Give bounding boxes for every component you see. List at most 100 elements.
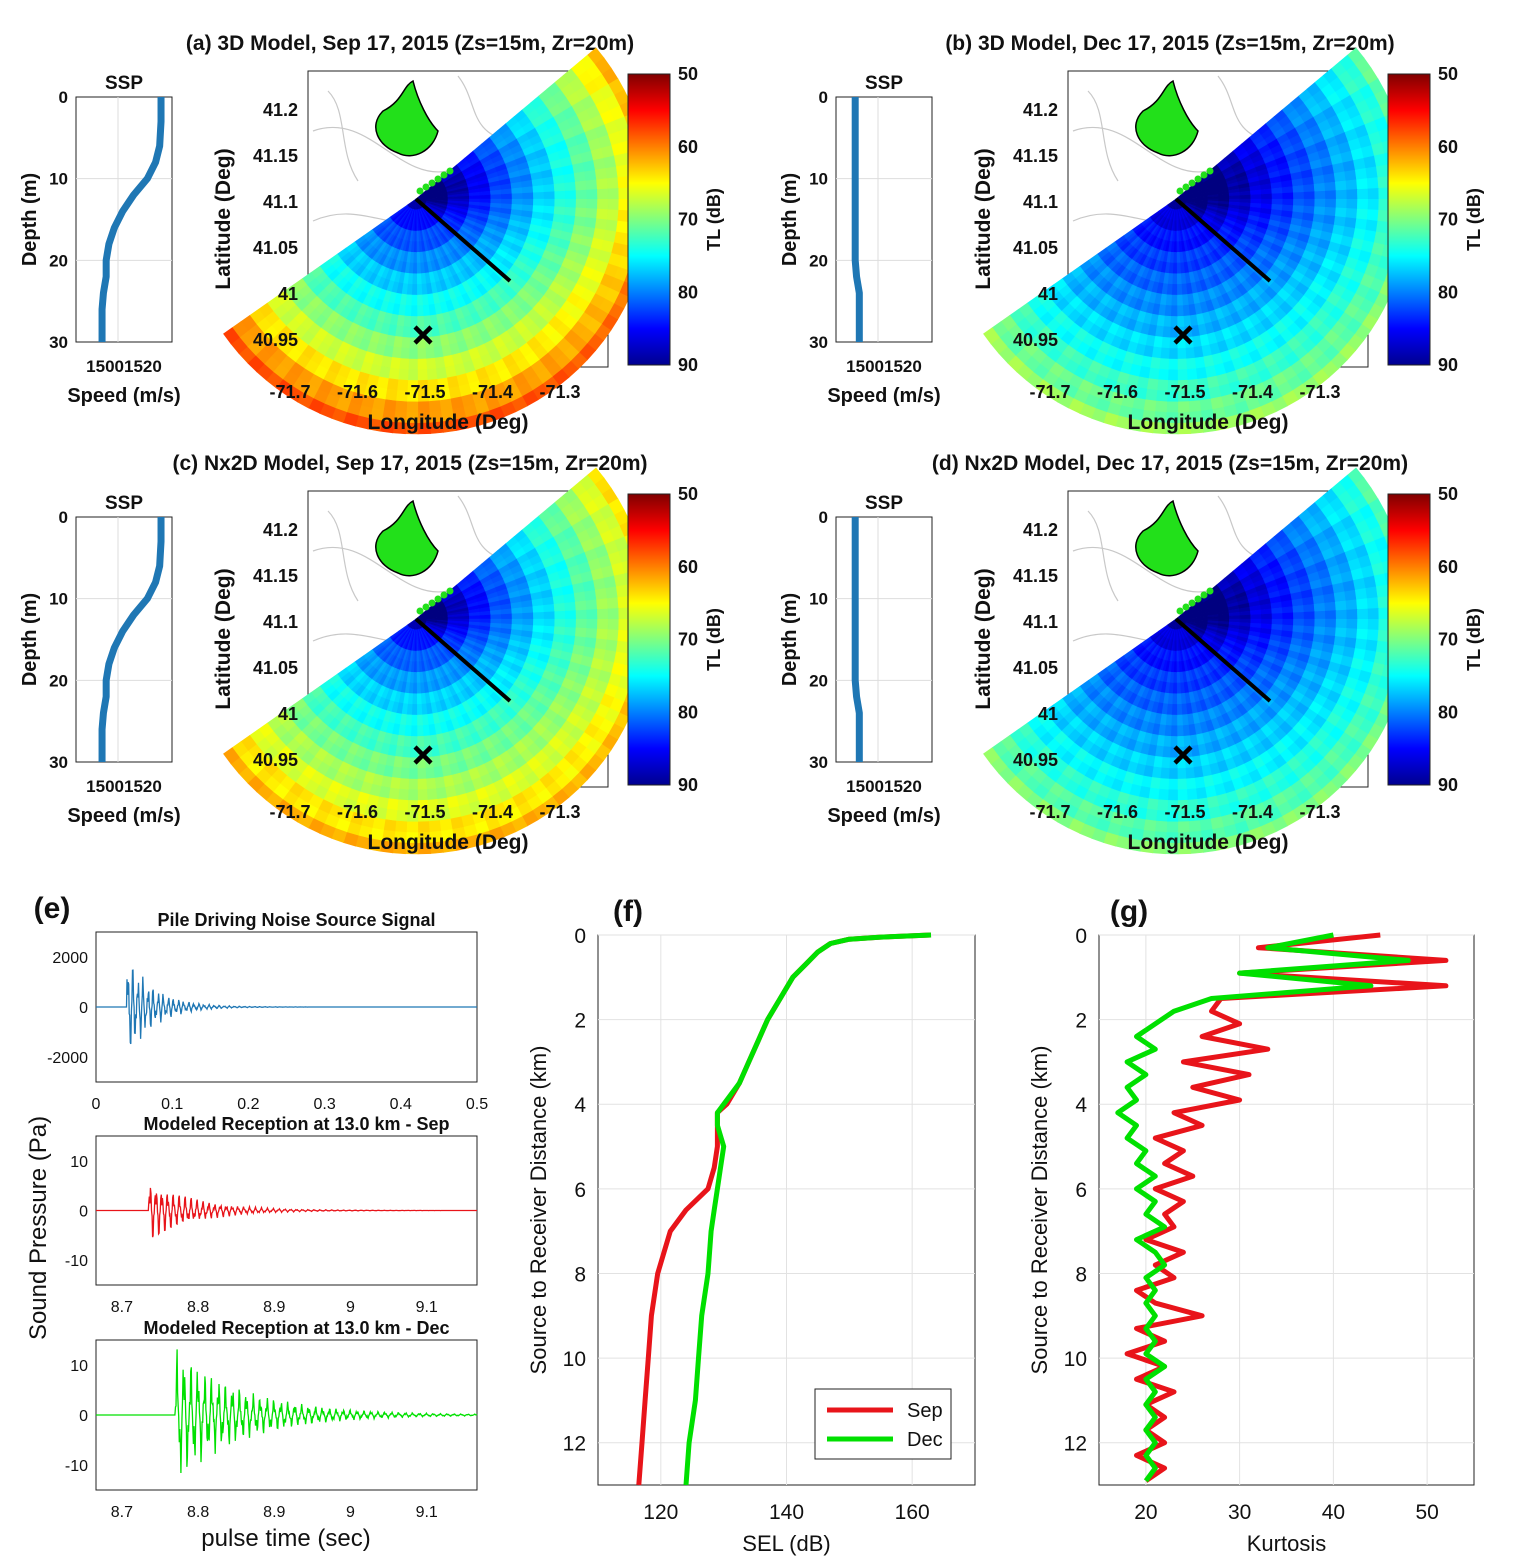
ssp-ytick: 30 — [809, 333, 828, 352]
tl-cell — [511, 187, 523, 195]
tl-cell — [1357, 188, 1369, 200]
tl-cell — [422, 304, 430, 317]
tl-cell — [553, 182, 566, 193]
map-xtick: -71.7 — [269, 382, 310, 402]
tl-cell — [1367, 188, 1380, 200]
map-xtick: -71.3 — [539, 382, 580, 402]
tl-cell — [575, 618, 588, 629]
map-ytick: 41.2 — [263, 520, 298, 540]
tl-cell — [223, 327, 240, 345]
map-xtick: -71.4 — [472, 802, 513, 822]
ssp-title: SSP — [105, 73, 143, 94]
tl-cell — [1313, 206, 1326, 216]
tl-cell — [554, 618, 566, 628]
tl-cell — [554, 610, 566, 620]
tl-cell — [1356, 628, 1369, 641]
ssp-ylabel: Depth (m) — [19, 593, 41, 686]
tl-cell — [1357, 198, 1369, 210]
tl-cell — [615, 640, 629, 654]
coast-point — [1206, 167, 1214, 175]
panel-title: (b) 3D Model, Dec 17, 2015 (Zs=15m, Zr=2… — [945, 32, 1394, 55]
coast-point — [440, 591, 448, 599]
tl-cell — [1345, 628, 1358, 640]
map-ytick: 40.95 — [253, 750, 298, 770]
tl-cell — [1335, 189, 1348, 200]
coast-point — [1176, 187, 1184, 195]
ssp-ytick: 30 — [809, 753, 828, 772]
tl-cell — [1193, 346, 1204, 359]
tl-cell — [1160, 336, 1171, 349]
tl-cell — [416, 294, 423, 307]
tl-cell — [1261, 613, 1273, 620]
tl-cell — [596, 628, 609, 641]
ssp-ytick: 20 — [49, 671, 68, 690]
tl-cell — [1239, 194, 1252, 200]
tl-cell — [411, 704, 418, 716]
tl-cell — [417, 778, 428, 791]
ssp-xlabel: Speed (m/s) — [67, 805, 180, 827]
tl-cell — [1375, 640, 1389, 654]
ssp-ytick: 0 — [59, 508, 68, 527]
tl-cell — [421, 283, 428, 296]
tl-cell — [585, 628, 598, 640]
ssp-profile-line — [851, 97, 863, 342]
tl-cell — [1367, 608, 1380, 620]
tl-cell — [1324, 626, 1337, 637]
tl-cell — [416, 703, 423, 716]
tl-cell — [1375, 220, 1389, 234]
colorbar-tick: 60 — [678, 557, 698, 577]
tl-cell — [417, 767, 427, 780]
tl-cell — [1168, 348, 1178, 360]
tl-cell — [1354, 588, 1368, 601]
ssp-title: SSP — [865, 493, 903, 514]
tl-cell — [433, 766, 444, 779]
ssp-xlabel: Speed (m/s) — [827, 385, 940, 407]
ssp-ytick: 30 — [49, 333, 68, 352]
map-xlabel: Longitude (Deg) — [368, 831, 529, 854]
tl-cell — [1143, 399, 1157, 412]
colorbar-label: TL (dB) — [1464, 188, 1484, 251]
tl-cell — [1314, 198, 1326, 208]
map-xtick: -71.4 — [1232, 382, 1273, 402]
tl-cell — [606, 177, 619, 190]
tl-cell — [1314, 618, 1326, 628]
tl-cell — [607, 198, 620, 211]
tl-cell — [573, 591, 587, 603]
tl-cell — [533, 611, 545, 620]
tl-cell — [1185, 357, 1197, 370]
tl-cell — [565, 610, 577, 620]
tl-cell — [1261, 193, 1273, 200]
tl-cell — [1357, 608, 1369, 620]
map-xtick: -71.6 — [1097, 382, 1138, 402]
tl-cell — [421, 703, 428, 716]
tl-cell — [416, 262, 421, 275]
tl-cell — [1357, 618, 1369, 630]
tl-cell — [584, 169, 597, 182]
colorbar-tick: 70 — [1438, 210, 1458, 230]
tl-cell — [1303, 618, 1316, 627]
tl-cell — [1333, 591, 1347, 603]
colorbar — [627, 73, 671, 366]
tl-cell — [479, 194, 492, 200]
ssp-xlabel: Speed (m/s) — [827, 805, 940, 827]
tl-cell — [416, 251, 421, 264]
tl-cell — [1365, 219, 1379, 233]
ssp-ytick: 10 — [49, 590, 68, 609]
ssp-ytick: 10 — [49, 170, 68, 189]
tl-cell — [397, 788, 409, 801]
tl-cell — [417, 369, 428, 381]
tl-cell — [1356, 598, 1369, 610]
tl-cell — [1303, 611, 1316, 620]
colorbar-tick: 50 — [678, 64, 698, 84]
coast-point — [422, 183, 430, 191]
tl-cell — [615, 220, 629, 234]
tl-cell — [575, 189, 588, 200]
tl-cell — [511, 198, 524, 206]
tl-cell — [1345, 179, 1358, 191]
tl-cell — [1191, 335, 1202, 348]
colorbar-label: TL (dB) — [704, 188, 724, 251]
tl-cell — [1282, 612, 1294, 620]
tl-cell — [1365, 166, 1379, 179]
map-ytick: 41.05 — [1013, 238, 1058, 258]
tl-cell — [416, 671, 421, 684]
